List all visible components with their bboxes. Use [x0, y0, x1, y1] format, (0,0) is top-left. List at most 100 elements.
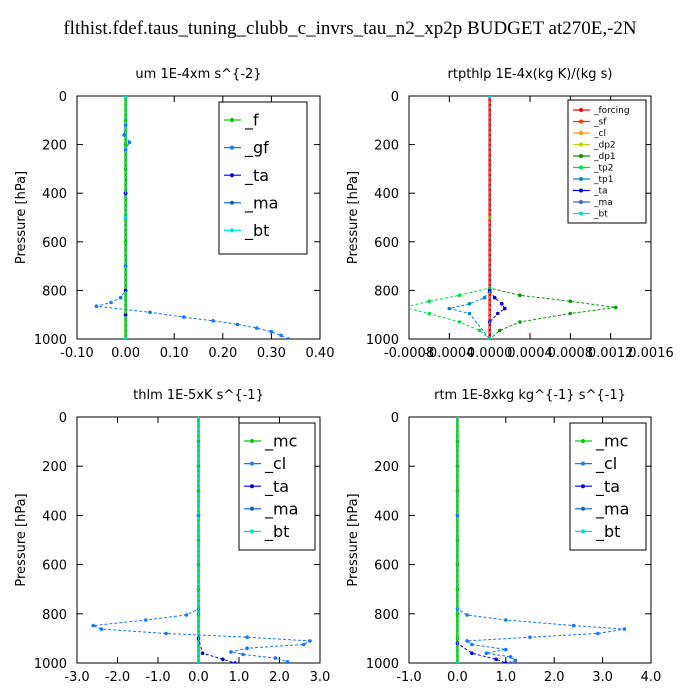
- x-tick-label: 0.20: [208, 346, 237, 361]
- y-tick-label: 600: [42, 236, 67, 251]
- legend-label: _cl: [595, 454, 617, 474]
- legend-marker: [579, 177, 583, 181]
- data-point: [123, 123, 128, 127]
- data-point: [245, 646, 249, 650]
- data-point: [508, 655, 513, 659]
- legend: _mc_cl _ta_ma _bt: [238, 422, 316, 551]
- data-point: [494, 657, 498, 662]
- x-tick-label: 3.0: [592, 670, 613, 685]
- data-point: [455, 661, 460, 663]
- y-tick-label: 200: [42, 139, 67, 154]
- data-point: [487, 337, 492, 339]
- data-point: [196, 464, 201, 469]
- y-tick-label: 0: [59, 411, 67, 426]
- y-tick-label: 200: [42, 460, 67, 475]
- panel-title: rtm 1E-8xkg kg^{-1} s^{-1}: [434, 388, 626, 403]
- panel-title: um 1E-4xm s^{-2}: [135, 67, 261, 82]
- data-point: [504, 618, 508, 622]
- data-point: [123, 288, 128, 293]
- legend-label: _mc: [264, 432, 297, 452]
- x-tick-label: -1.0: [145, 670, 170, 685]
- data-point: [123, 96, 128, 98]
- y-tick-label: 800: [374, 284, 399, 299]
- legend-label: _f: [244, 111, 259, 131]
- data-point: [508, 661, 513, 663]
- legend-marker: [230, 118, 234, 122]
- legend-label: _dp1: [593, 152, 616, 162]
- y-tick-label: 200: [374, 139, 399, 154]
- legend-label: _bt: [593, 210, 608, 220]
- x-tick-label: 4.0: [641, 670, 662, 685]
- plot-frame: [408, 416, 652, 664]
- data-point: [123, 215, 128, 220]
- panel-title: rtpthlp 1E-4x(kg K)/(kg s): [448, 67, 613, 82]
- y-axis-label: Pressure [hPa]: [346, 171, 361, 264]
- legend-label: _dp2: [593, 141, 616, 151]
- legend-marker: [581, 529, 585, 534]
- legend: _mc_cl _ta_ma _bt: [569, 422, 647, 551]
- legend-label: _cl: [264, 454, 286, 474]
- data-point: [233, 661, 237, 663]
- y-tick-label: 0: [391, 90, 399, 105]
- data-point: [196, 439, 201, 444]
- data-point: [123, 142, 128, 147]
- data-point: [273, 656, 278, 660]
- y-tick-label: 1000: [366, 333, 399, 348]
- data-point: [470, 651, 474, 655]
- series-line-dp1: [489, 96, 616, 339]
- legend-label: _ma: [244, 193, 278, 213]
- y-tick-label: 800: [42, 284, 67, 299]
- x-tick-label: 2.0: [269, 670, 290, 685]
- y-tick-label: 0: [391, 411, 399, 426]
- data-point: [455, 417, 460, 419]
- legend-label: _gf: [244, 138, 269, 158]
- data-point: [254, 326, 259, 330]
- data-point: [447, 306, 452, 311]
- data-point: [568, 299, 573, 304]
- data-point: [455, 513, 460, 518]
- plot-frame: [76, 95, 321, 340]
- data-point: [269, 329, 274, 334]
- data-point: [211, 319, 215, 323]
- legend-label: _ta: [264, 477, 289, 497]
- data-point: [465, 639, 469, 643]
- chart-panel-4: rtm 1E-8xkg kg^{-1} s^{-1} Pressure [hPa]…: [346, 388, 661, 685]
- x-tick-label: -0.0004: [424, 346, 474, 361]
- legend-marker: [581, 484, 585, 489]
- data-point: [498, 328, 502, 333]
- legend-marker: [579, 131, 583, 135]
- data-point: [513, 658, 518, 663]
- legend-marker: [250, 461, 254, 466]
- data-point: [245, 635, 249, 639]
- data-point: [477, 328, 482, 333]
- series-group: [91, 417, 312, 663]
- legend-marker: [579, 165, 583, 170]
- y-tick-label: 400: [42, 509, 67, 524]
- y-tick-label: 800: [374, 608, 399, 623]
- x-tick-label: 0.0000: [467, 346, 513, 361]
- legend-label: _ta: [244, 166, 269, 186]
- legend-label: _ta: [595, 477, 620, 497]
- data-point: [279, 333, 283, 338]
- series-group: [455, 417, 627, 663]
- x-tick-label: 0.0004: [507, 346, 553, 361]
- data-point: [484, 651, 489, 655]
- data-point: [196, 489, 201, 493]
- data-point: [196, 513, 201, 518]
- legend-marker: [579, 200, 583, 204]
- data-point: [503, 306, 507, 311]
- legend-label: _sf: [593, 118, 607, 128]
- data-point: [241, 652, 245, 657]
- y-tick-label: 1000: [34, 333, 67, 348]
- x-tick-label: 0.00: [111, 346, 140, 361]
- data-point: [455, 489, 460, 493]
- legend-marker: [581, 506, 585, 511]
- x-tick-label: 1.0: [495, 670, 516, 685]
- data-point: [427, 299, 432, 304]
- legend-marker: [579, 119, 583, 124]
- x-tick-label: 0.0016: [628, 346, 674, 361]
- figure-title: flthist.fdef.taus_tuning_clubb_c_invrs_t…: [63, 18, 637, 39]
- legend-label: _ta: [593, 187, 608, 197]
- x-tick-label: 3.0: [310, 670, 331, 685]
- data-point: [200, 651, 205, 655]
